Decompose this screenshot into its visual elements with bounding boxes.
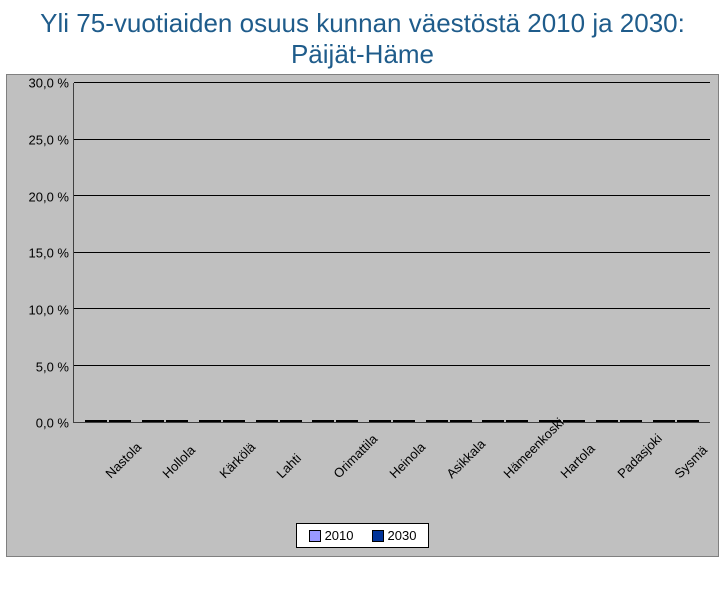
bar — [653, 420, 675, 422]
bar — [426, 420, 448, 422]
legend-item-2010: 2010 — [309, 528, 354, 543]
bar-group — [653, 420, 699, 422]
bar — [620, 420, 642, 422]
title-line-1: Yli 75-vuotiaiden osuus kunnan väestöstä… — [40, 8, 685, 38]
y-tick-label: 25,0 % — [29, 133, 69, 148]
bar-group — [596, 420, 642, 422]
bar-group — [256, 420, 302, 422]
bar — [166, 420, 188, 422]
bar — [482, 420, 504, 422]
x-axis-labels: NastolaHollolaKärköläLahtiOrimattilaHein… — [73, 423, 710, 515]
chart-container: 0,0 % 5,0 % 10,0 % 15,0 % 20,0 % 25,0 % 30,0 %… — [6, 74, 719, 557]
legend-swatch-2030 — [372, 530, 384, 542]
bar-group — [426, 420, 472, 422]
bar — [280, 420, 302, 422]
plot-wrap: 0,0 %5,0 %10,0 %15,0 %20,0 %25,0 %30,0 % — [15, 83, 710, 423]
y-tick-label: 0,0 % — [36, 416, 69, 431]
title-line-2: Päijät-Häme — [291, 39, 434, 69]
bar — [256, 420, 278, 422]
chart-title: Yli 75-vuotiaiden osuus kunnan väestöstä… — [0, 0, 725, 74]
y-tick-label: 30,0 % — [29, 76, 69, 91]
bar — [223, 420, 245, 422]
bar-group — [199, 420, 245, 422]
y-tick-label: 5,0 % — [36, 359, 69, 374]
legend: 2010 2030 — [296, 523, 430, 548]
bar — [336, 420, 358, 422]
legend-swatch-2010 — [309, 530, 321, 542]
y-tick-label: 15,0 % — [29, 246, 69, 261]
bar — [85, 420, 107, 422]
bar — [369, 420, 391, 422]
bar-group — [85, 420, 131, 422]
bar — [506, 420, 528, 422]
bar-group — [369, 420, 415, 422]
bar-group — [482, 420, 528, 422]
y-tick-label: 10,0 % — [29, 303, 69, 318]
y-axis: 0,0 %5,0 %10,0 %15,0 %20,0 %25,0 %30,0 % — [15, 83, 73, 423]
bar — [312, 420, 334, 422]
bar — [596, 420, 618, 422]
bar — [199, 420, 221, 422]
bar — [109, 420, 131, 422]
bar — [563, 420, 585, 422]
bar — [393, 420, 415, 422]
y-tick-label: 20,0 % — [29, 189, 69, 204]
bar — [142, 420, 164, 422]
bar — [450, 420, 472, 422]
plot-area — [73, 83, 710, 423]
bars-container — [74, 83, 710, 422]
bar-group — [312, 420, 358, 422]
bar — [677, 420, 699, 422]
bar-group — [142, 420, 188, 422]
